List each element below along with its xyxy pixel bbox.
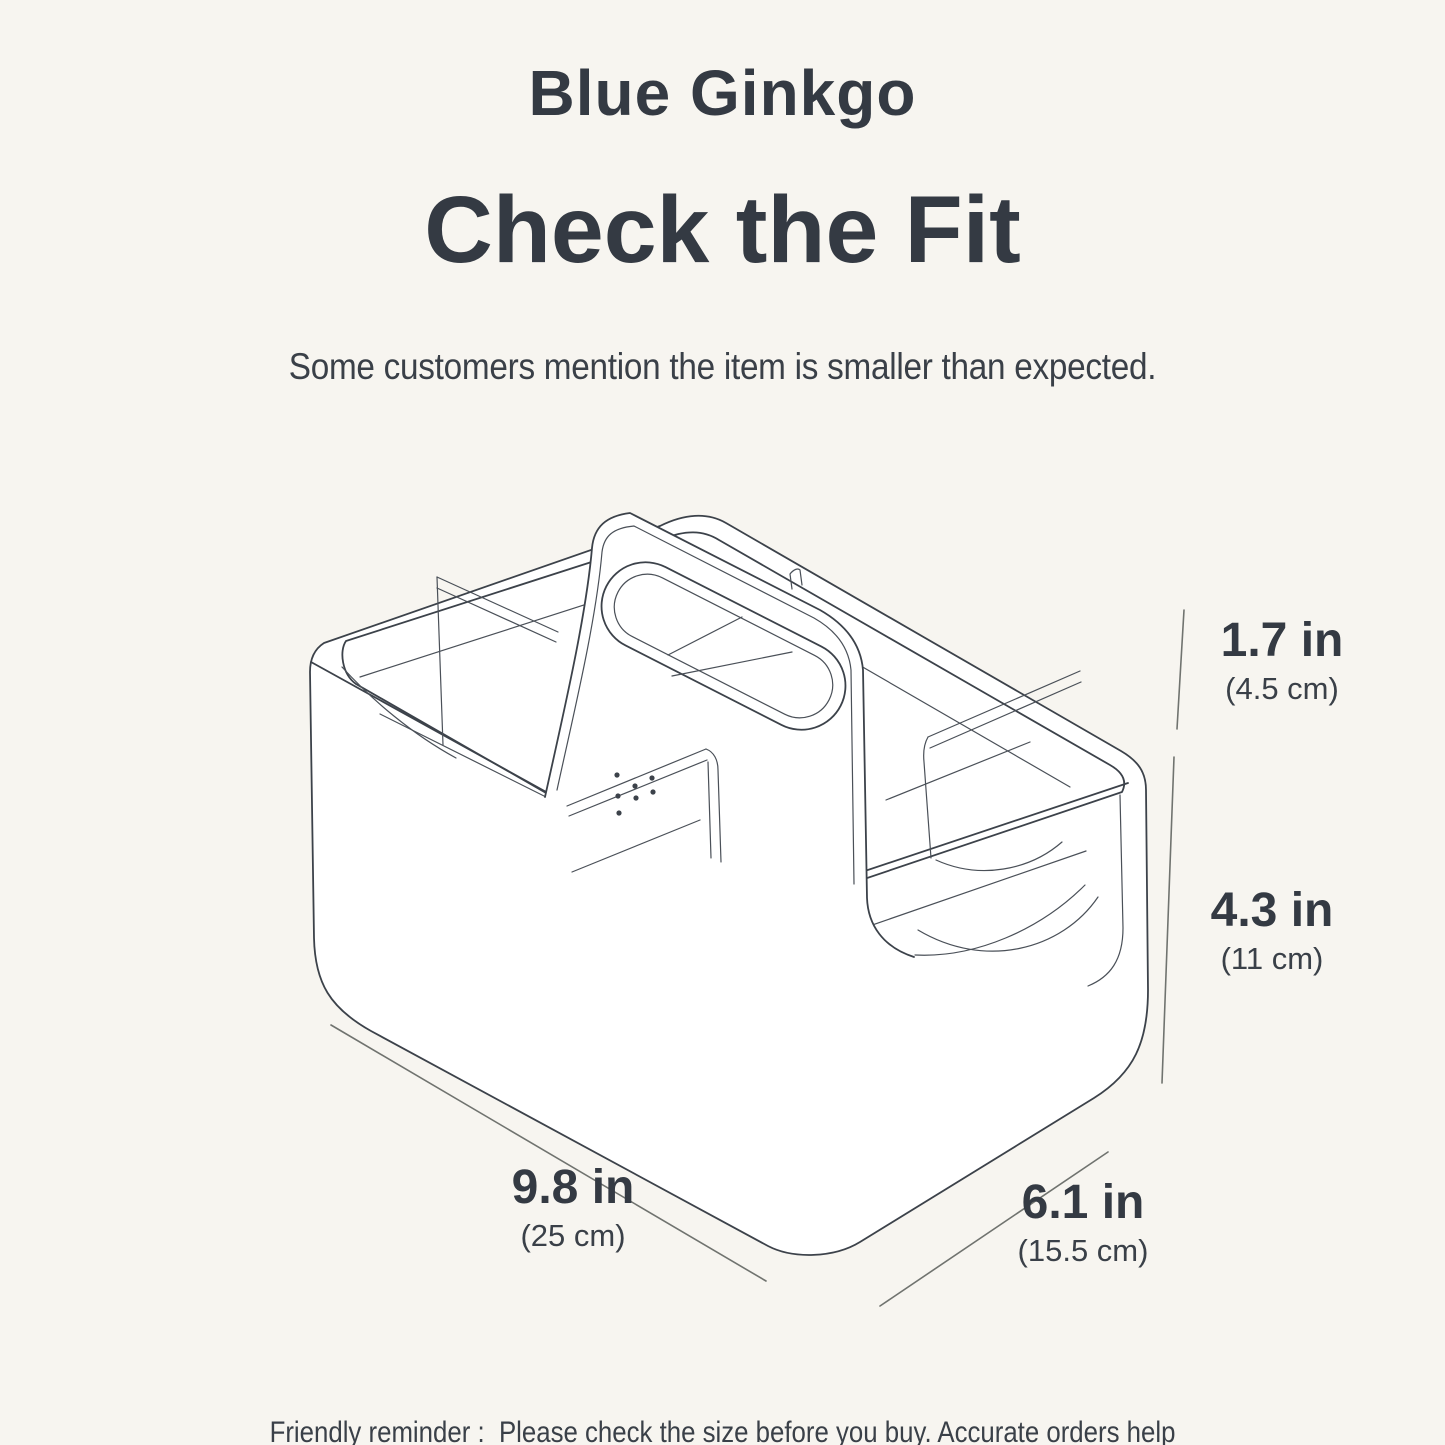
- back-divider: [436, 576, 559, 746]
- dimension-line-handle-height: [1176, 609, 1185, 730]
- handle-hole: [600, 561, 847, 731]
- dotted-divider: [566, 748, 722, 873]
- dimension-lines: [330, 609, 1185, 1307]
- dimension-label-length: 9.8 in (25 cm): [463, 1161, 683, 1254]
- dimension-value: 4.3 in: [1210, 884, 1334, 937]
- dimension-metric: (15.5 cm): [1017, 1233, 1149, 1269]
- dimension-label-depth: 6.1 in (15.5 cm): [973, 1176, 1193, 1269]
- dimension-label-body-height: 4.3 in (11 cm): [1162, 884, 1382, 977]
- right-divider: [923, 670, 1082, 872]
- dimension-line-depth: [879, 1151, 1109, 1307]
- reminder-line-1: Friendly reminder : Please check the siz…: [269, 1416, 1176, 1445]
- subtitle: Some customers mention the item is small…: [288, 346, 1157, 387]
- dimension-line-length: [330, 1024, 767, 1282]
- reminder-note: Friendly reminder : Please check the siz…: [101, 1325, 1344, 1445]
- dimension-value: 6.1 in: [1021, 1176, 1145, 1229]
- dimension-value: 9.8 in: [511, 1161, 635, 1214]
- caddy-handle: [544, 512, 930, 985]
- brand-logo: Blue Ginkgo: [528, 57, 917, 129]
- dimension-label-handle-height: 1.7 in (4.5 cm): [1172, 614, 1392, 707]
- dimension-metric: (4.5 cm): [1225, 671, 1339, 707]
- dimension-metric: (11 cm): [1220, 941, 1324, 977]
- dimension-metric: (25 cm): [520, 1218, 626, 1254]
- dimension-value: 1.7 in: [1220, 614, 1344, 667]
- page-title: Check the Fit: [424, 177, 1021, 283]
- dimension-line-body-height: [1161, 756, 1175, 1084]
- drainage-dots: [614, 772, 656, 816]
